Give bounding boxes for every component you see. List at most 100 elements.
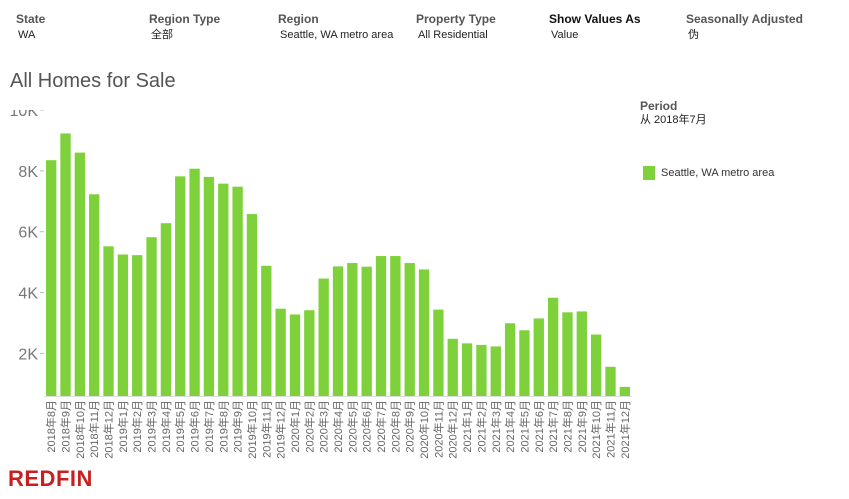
x-tick-label: 2019年9月 xyxy=(231,400,245,453)
x-tick-label: 2019年8月 xyxy=(216,400,230,453)
bar[interactable] xyxy=(46,160,57,396)
bar[interactable] xyxy=(375,256,387,396)
x-tick-label: 2019年7月 xyxy=(202,400,216,453)
bar[interactable] xyxy=(590,334,602,396)
bar[interactable] xyxy=(547,297,559,396)
bar[interactable] xyxy=(418,269,430,396)
bar[interactable] xyxy=(304,310,315,396)
property-type-filter[interactable]: Property Type All Residential xyxy=(416,12,496,42)
bar[interactable] xyxy=(89,194,100,396)
x-tick-label: 2018年9月 xyxy=(59,400,73,453)
bar[interactable] xyxy=(275,308,286,396)
x-tick-label: 2020年4月 xyxy=(331,400,345,453)
x-tick-label: 2020年2月 xyxy=(302,400,316,453)
bar[interactable] xyxy=(261,265,272,396)
bar[interactable] xyxy=(576,311,587,396)
state-filter[interactable]: State WA xyxy=(16,12,45,42)
seasonally-adjusted-filter[interactable]: Seasonally Adjusted 伪 xyxy=(686,12,803,42)
seasonally-adjusted-filter-value[interactable]: 伪 xyxy=(688,29,699,41)
bar[interactable] xyxy=(74,152,86,396)
bar[interactable] xyxy=(490,346,501,396)
bar[interactable] xyxy=(117,254,129,396)
legend-label: Seattle, WA metro area xyxy=(661,167,775,179)
x-tick-label: 2021年1月 xyxy=(460,400,474,453)
x-tick-label: 2021年11月 xyxy=(603,400,617,458)
bar[interactable] xyxy=(175,176,186,396)
x-tick-label: 2020年6月 xyxy=(360,400,374,453)
region-filter-value[interactable]: Seattle, WA metro area xyxy=(280,29,394,41)
x-tick-label: 2021年4月 xyxy=(503,400,517,453)
bar[interactable] xyxy=(60,133,71,396)
x-tick-label: 2019年10月 xyxy=(245,400,259,459)
region-type-filter-label: Region Type xyxy=(149,12,221,26)
bar[interactable] xyxy=(619,386,630,396)
bar[interactable] xyxy=(103,246,114,396)
y-tick-label: 10K xyxy=(10,110,39,120)
bar[interactable] xyxy=(132,255,143,396)
bar[interactable] xyxy=(246,214,258,396)
x-tick-label: 2021年8月 xyxy=(560,400,574,453)
bar[interactable] xyxy=(361,266,372,396)
region-type-filter-value[interactable]: 全部 xyxy=(151,29,173,41)
filter-bar: State WA Region Type 全部 Region Seattle, … xyxy=(0,12,849,46)
bar-chart: 2K 4K 6K 8K 10K 2018年8月 2018年9月 2018年10月 2018年11… xyxy=(10,110,632,459)
legend[interactable]: Seattle, WA metro area xyxy=(643,166,774,180)
bar[interactable] xyxy=(203,176,215,396)
x-tick-label: 2020年9月 xyxy=(403,400,417,453)
x-tick-label: 2020年11月 xyxy=(431,400,445,458)
x-tick-label: 2019年12月 xyxy=(274,400,288,459)
bar[interactable] xyxy=(447,338,458,396)
bar[interactable] xyxy=(347,263,358,396)
x-tick-label: 2018年11月 xyxy=(87,400,101,458)
state-filter-value[interactable]: WA xyxy=(18,29,36,41)
bar[interactable] xyxy=(404,263,415,396)
x-tick-label: 2019年6月 xyxy=(188,400,202,453)
bar[interactable] xyxy=(605,366,616,396)
x-tick-label: 2019年2月 xyxy=(130,400,144,453)
region-type-filter[interactable]: Region Type 全部 xyxy=(149,12,220,42)
bar[interactable] xyxy=(232,186,243,396)
period-label: Period xyxy=(640,99,678,113)
bar[interactable] xyxy=(433,309,444,396)
show-values-as-filter[interactable]: Show Values As Value xyxy=(549,12,641,42)
x-tick-label: 2018年10月 xyxy=(73,400,87,459)
state-filter-label: State xyxy=(16,12,46,26)
region-filter-label: Region xyxy=(278,12,319,26)
x-tick-label: 2019年1月 xyxy=(116,400,130,453)
y-tick-label: 2K xyxy=(18,346,38,363)
show-values-as-filter-value[interactable]: Value xyxy=(551,29,579,41)
redfin-logo: REDFIN xyxy=(8,466,93,491)
property-type-filter-label: Property Type xyxy=(416,12,496,26)
bar[interactable] xyxy=(519,330,530,396)
x-tick-label: 2021年9月 xyxy=(575,400,589,453)
region-filter[interactable]: Region Seattle, WA metro area xyxy=(278,12,393,42)
x-tick-label: 2021年2月 xyxy=(474,400,488,453)
period-filter[interactable]: Period 从 2018年7月 xyxy=(640,99,707,127)
bar[interactable] xyxy=(332,266,344,396)
property-type-filter-value[interactable]: All Residential xyxy=(418,29,488,41)
bar[interactable] xyxy=(562,312,573,396)
x-tick-label: 2020年10月 xyxy=(417,400,431,459)
period-value[interactable]: 从 2018年7月 xyxy=(640,114,707,126)
bar[interactable] xyxy=(160,223,172,396)
bar[interactable] xyxy=(504,323,516,396)
y-tick-label: 6K xyxy=(18,225,38,242)
legend-swatch xyxy=(643,166,655,180)
bar[interactable] xyxy=(390,256,401,396)
bar[interactable] xyxy=(461,343,473,396)
x-tick-label: 2021年3月 xyxy=(489,400,503,453)
x-tick-label: 2019年3月 xyxy=(145,400,159,453)
x-tick-label: 2020年3月 xyxy=(317,400,331,453)
bar[interactable] xyxy=(218,183,229,396)
bar[interactable] xyxy=(533,318,544,396)
bar[interactable] xyxy=(289,314,301,396)
bar[interactable] xyxy=(476,344,487,396)
bar[interactable] xyxy=(318,278,329,396)
bar[interactable] xyxy=(146,237,157,396)
x-tick-label: 2018年12月 xyxy=(102,400,116,459)
show-values-as-filter-label: Show Values As xyxy=(549,12,641,26)
bar[interactable] xyxy=(189,168,200,396)
x-tick-label: 2021年7月 xyxy=(546,400,560,453)
seasonally-adjusted-filter-label: Seasonally Adjusted xyxy=(686,12,803,26)
x-tick-label: 2019年11月 xyxy=(259,400,273,458)
